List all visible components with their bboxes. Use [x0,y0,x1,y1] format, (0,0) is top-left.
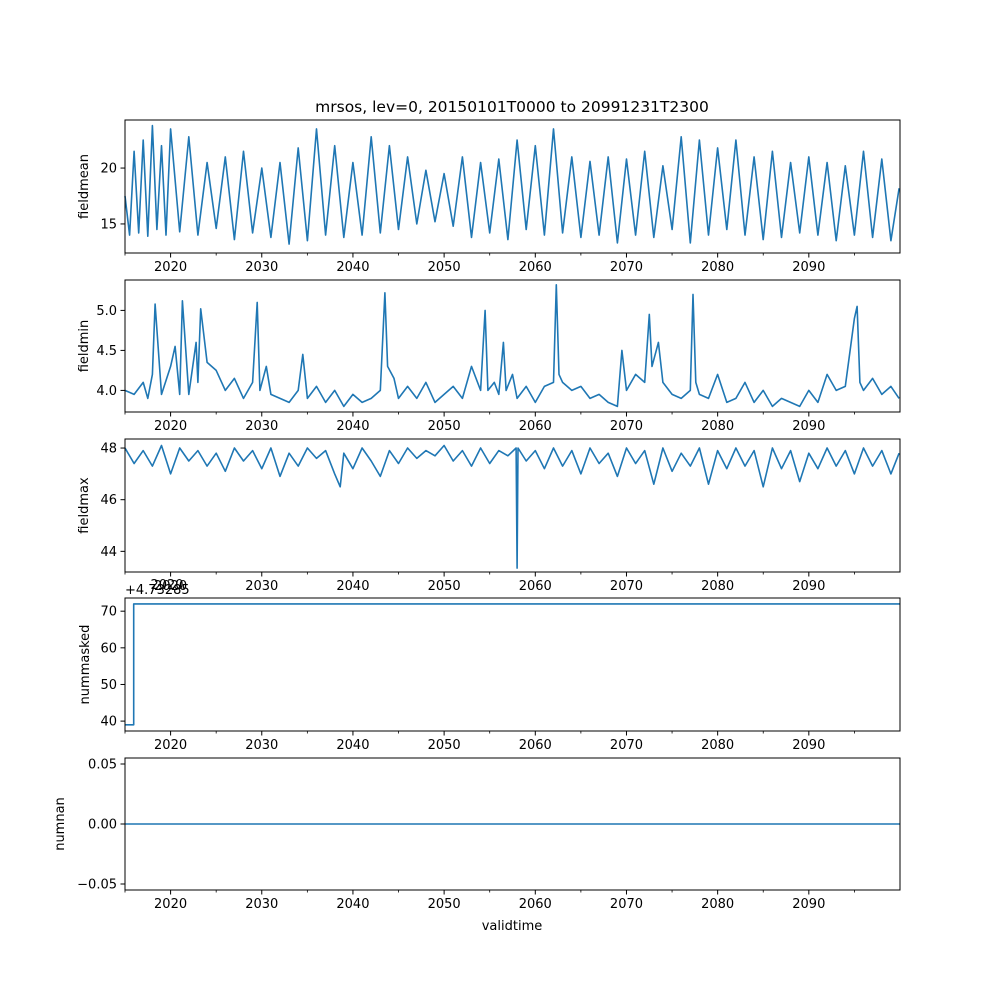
fieldmax-x-tick-label: 2060 [519,579,552,594]
fieldmax-y-tick-label: 48 [100,442,117,457]
panel-fieldmin: 2020 2030 2040 2050 2060 2070 2080 2090 4.0 4.5 5.… [77,279,901,434]
fieldmin-series-line [124,284,900,408]
fieldmax-x-tick-label: 2020 [154,579,187,594]
numnan-y-axis-label: numnan [53,797,68,851]
panel-nummasked: 2020 2030 2040 2050 2060 2070 2080 2090 40 50 60 70… [78,597,901,753]
fieldmax-axes-frame [124,438,901,573]
fieldmean-series-line [124,124,900,245]
fieldmax-y-axis-label: fieldmax [77,477,92,534]
fieldmean-y-tick-label: 15 [100,217,117,232]
numnan-x-tick-label: 2070 [610,897,643,912]
fieldmean-axes-frame [124,119,901,254]
offset-text: +4.73285 [125,583,190,598]
panel-fieldmean: 2020 2030 2040 2050 2060 2070 2080 2090 15 20 fiel… [77,119,901,275]
fieldmin-y-tick-label: 4.0 [96,384,117,399]
nummasked-y-axis-label: nummasked [78,625,93,705]
numnan-x-tick-label: 2020 [154,897,187,912]
fieldmean-y-axis-label: fieldmean [77,154,92,219]
numnan-x-tick-label: 2030 [245,897,278,912]
fieldmin-x-tick-label: 2070 [610,419,643,434]
nummasked-x-tick-label: 2050 [428,738,461,753]
numnan-y-tick-label: −0.05 [77,878,117,893]
fieldmax-y-tick-label: 46 [100,493,117,508]
fieldmin-x-tick-label: 2050 [428,419,461,434]
numnan-x-tick-label: 2090 [792,897,825,912]
nummasked-x-tick-label: 2090 [792,738,825,753]
figure-title: mrsos, lev=0, 20150101T0000 to 20991231T… [315,98,709,116]
fieldmax-series-line [124,444,900,569]
numnan-x-tick-label: 2080 [701,897,734,912]
fieldmax-x-tick-label: 2080 [701,579,734,594]
fieldmin-x-tick-label: 2030 [245,419,278,434]
fieldmax-x-tick-label: 2090 [792,579,825,594]
fieldmin-x-tick-label: 2080 [701,419,734,434]
fieldmin-axes-frame [124,279,901,413]
numnan-x-tick-label: 2050 [428,897,461,912]
offset-overlap-tick-label: 2020 [150,578,183,593]
fieldmean-x-tick-label: 2090 [792,260,825,275]
panel-fieldmax: 2020 2030 2040 2050 2060 2070 2080 2090 44 46 48 fi… [77,438,901,594]
fieldmin-x-tick-label: 2040 [336,419,369,434]
fieldmean-x-tick-label: 2080 [701,260,734,275]
nummasked-x-tick-label: 2070 [610,738,643,753]
numnan-y-tick-label: 0.00 [88,818,117,833]
fieldmean-y-tick-label: 20 [100,162,117,177]
nummasked-y-tick-label: 70 [100,605,117,620]
fieldmean-x-tick-label: 2070 [610,260,643,275]
fieldmean-x-tick-label: 2060 [519,260,552,275]
nummasked-y-tick-label: 40 [100,715,117,730]
fieldmin-x-tick-label: 2090 [792,419,825,434]
fieldmean-x-tick-label: 2030 [245,260,278,275]
numnan-x-tick-label: 2040 [336,897,369,912]
chart-panels: 2020 2030 2040 2050 2060 2070 2080 2090 15 20 fiel… [53,119,901,912]
nummasked-x-tick-label: 2060 [519,738,552,753]
nummasked-x-tick-label: 2080 [701,738,734,753]
fieldmin-x-tick-label: 2060 [519,419,552,434]
fieldmin-y-tick-label: 5.0 [96,304,117,319]
numnan-y-tick-label: 0.05 [88,758,117,773]
fieldmax-x-tick-label: 2050 [428,579,461,594]
panel-numnan: 2020 2030 2040 2050 2060 2070 2080 2090 −0.05 0.0… [53,757,901,912]
fieldmean-x-tick-label: 2020 [154,260,187,275]
nummasked-y-tick-label: 60 [100,641,117,656]
nummasked-axes-frame [124,597,901,732]
numnan-x-tick-label: 2060 [519,897,552,912]
fieldmax-x-tick-label: 2070 [610,579,643,594]
nummasked-x-tick-label: 2030 [245,738,278,753]
nummasked-x-tick-label: 2020 [154,738,187,753]
fieldmax-y-tick-label: 44 [100,545,117,560]
nummasked-series-line [125,603,900,726]
fieldmean-x-tick-label: 2040 [336,260,369,275]
fieldmin-x-tick-label: 2020 [154,419,187,434]
nummasked-x-tick-label: 2040 [336,738,369,753]
fieldmean-x-tick-label: 2050 [428,260,461,275]
fieldmax-x-tick-label: 2040 [336,579,369,594]
nummasked-y-tick-label: 50 [100,678,117,693]
fieldmin-y-tick-label: 4.5 [96,344,117,359]
fieldmax-x-tick-label: 2030 [245,579,278,594]
x-axis-label: validtime [482,919,543,934]
fieldmin-y-axis-label: fieldmin [77,320,92,373]
